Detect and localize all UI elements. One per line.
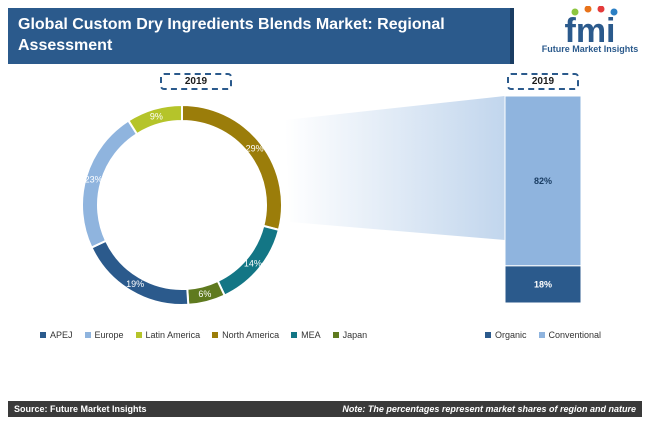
legend-item-europe: Europe [84,330,124,340]
logo-dot-blue [610,8,618,16]
legend-item-japan: Japan [332,330,368,340]
source-text: Source: Future Market Insights [14,404,147,414]
legend-swatch [332,332,339,338]
title-line-2: Assessment [18,37,113,54]
legend-label: North America [222,330,280,340]
logo-letters: fmi [565,12,616,46]
legend-label: APEJ [50,330,73,340]
bar-label-conventional: 82% [534,176,552,186]
donut-label-apej: 19% [126,279,144,289]
fmi-logo: fmi Future Market Insights [540,5,640,72]
legend-swatch [291,332,298,338]
donut-label-mea: 14% [244,259,262,269]
legend-label: MEA [301,330,321,340]
donut-label-europe: 23% [85,174,103,184]
bar-legend: Organic Conventional [485,330,601,340]
donut-slice-apej [90,239,190,306]
donut-legend: APEJ Europe Latin America North America MEA J… [40,330,367,340]
bar-year-label: 2019 [507,73,579,90]
donut-slice-latin-america [127,103,183,136]
legend-item-latin-america: Latin America [135,330,201,340]
legend-item-north-america: North America [212,330,279,340]
stacked-bar-chart: 18% 82% [504,95,582,304]
chart-title: Global Custom Dry Ingredients Blends Mar… [8,8,514,64]
legend-swatch [84,332,91,338]
legend-swatch [538,332,545,338]
legend-item-organic: Organic [485,330,527,340]
legend-label: Conventional [548,330,602,340]
legend-label: Organic [495,330,527,340]
legend-item-conventional: Conventional [538,330,602,340]
bar-label-organic: 18% [534,279,552,289]
donut-label-latin-america: 9% [150,112,163,122]
donut-chart: 29% 14% 6% 19% 23% 9% [81,103,283,306]
logo-dot-green [571,8,579,16]
bar-segment-conventional [504,95,582,267]
fmi-logo-mark: fmi [565,5,618,50]
legend-label: Europe [94,330,124,340]
legend-swatch [212,332,219,338]
legend-label: Latin America [145,330,201,340]
title-line-1: Global Custom Dry Ingredients Blends Mar… [18,16,445,33]
donut-year-label: 2019 [160,73,232,90]
donut-label-japan: 6% [198,289,211,299]
footer: Source: Future Market Insights Note: The… [8,401,642,417]
footer-note: Note: The percentages represent market s… [342,404,636,414]
legend-swatch [40,332,46,338]
legend-item-mea: MEA [291,330,321,340]
logo-dot-red [597,5,605,13]
donut-to-bar-connector [285,96,505,240]
legend-swatch [135,332,142,338]
logo-dot-orange [584,5,592,13]
donut-slice-north-america [181,103,283,232]
legend-item-apej: APEJ [40,330,73,340]
legend-swatch [485,332,491,338]
donut-label-north-america: 29% [246,144,264,154]
legend-label: Japan [342,330,368,340]
logo-company-name: Future Market Insights [541,44,639,54]
bar-segment-organic [504,265,582,304]
